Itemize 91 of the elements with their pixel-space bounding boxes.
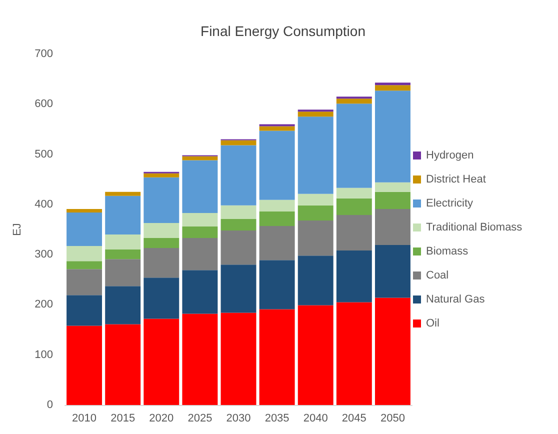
bar xyxy=(298,256,334,306)
legend-label: District Heat xyxy=(426,174,486,186)
bar xyxy=(259,200,295,212)
bar xyxy=(220,218,256,231)
bar xyxy=(298,305,334,405)
bar xyxy=(374,245,410,298)
bar xyxy=(105,259,141,286)
bar xyxy=(298,220,334,256)
bar xyxy=(182,212,218,226)
y-tick-label: 700 xyxy=(34,48,53,60)
legend-label: Coal xyxy=(426,270,449,282)
x-tick-label: 2025 xyxy=(188,412,212,424)
x-tick-label: 2045 xyxy=(342,412,366,424)
x-tick-label: 2040 xyxy=(303,412,328,424)
legend-label: Natural Gas xyxy=(426,294,486,306)
bar xyxy=(298,112,334,117)
y-tick-label: 100 xyxy=(34,348,53,361)
bar xyxy=(259,309,295,405)
bar xyxy=(220,264,256,313)
bar xyxy=(66,246,102,262)
bar xyxy=(374,182,410,192)
bar xyxy=(374,90,410,182)
bar xyxy=(259,211,295,226)
y-tick-label: 600 xyxy=(34,98,53,110)
bar xyxy=(336,198,372,215)
bar xyxy=(182,160,218,213)
bar xyxy=(336,104,372,188)
y-tick-label: 500 xyxy=(34,148,53,160)
y-tick-label: 0 xyxy=(46,399,53,411)
x-tick-label: 2020 xyxy=(149,412,174,424)
bar xyxy=(182,270,218,314)
bar xyxy=(259,226,295,260)
x-tick-label: 2010 xyxy=(72,412,97,424)
bar xyxy=(66,295,102,326)
x-tick-label: 2050 xyxy=(380,412,405,424)
bar xyxy=(298,194,334,206)
bar xyxy=(259,130,295,200)
bar xyxy=(66,212,102,246)
y-tick-label: 400 xyxy=(34,198,53,210)
bar xyxy=(374,82,410,86)
bar xyxy=(220,230,256,265)
legend-label: Oil xyxy=(426,318,440,330)
bar xyxy=(144,177,180,223)
x-tick-label: 2035 xyxy=(264,412,290,424)
bar xyxy=(182,238,218,270)
bar xyxy=(66,326,102,405)
bar xyxy=(144,238,180,248)
bar xyxy=(220,145,256,206)
bar xyxy=(66,269,102,296)
bar xyxy=(182,314,218,405)
bar xyxy=(298,116,334,194)
bar xyxy=(105,324,141,405)
bar xyxy=(220,205,256,219)
x-tick-label: 2030 xyxy=(226,412,251,424)
chart-title: Final Energy Consumption xyxy=(200,23,366,39)
bar xyxy=(220,312,256,405)
legend-label: Biomass xyxy=(426,246,469,258)
bar xyxy=(336,250,372,302)
y-tick-label: 200 xyxy=(34,298,53,311)
bar xyxy=(374,298,410,405)
bar xyxy=(144,318,180,405)
bar xyxy=(298,205,334,220)
y-axis-title: EJ xyxy=(12,223,24,236)
bar xyxy=(144,222,180,238)
bar xyxy=(336,98,372,104)
bar xyxy=(144,278,180,319)
bar xyxy=(374,208,410,246)
bar xyxy=(259,260,295,310)
bar xyxy=(182,226,218,238)
bar xyxy=(374,192,410,209)
legend-label: Traditional Biomass xyxy=(426,222,523,234)
bar xyxy=(105,286,141,324)
bar xyxy=(259,126,295,131)
bar xyxy=(66,208,102,212)
bar xyxy=(336,214,372,251)
bar xyxy=(336,188,372,198)
bar xyxy=(105,192,141,196)
legend-label: Hydrogen xyxy=(426,150,474,162)
bar xyxy=(220,140,256,146)
bar xyxy=(374,85,410,91)
y-tick-label: 300 xyxy=(34,248,53,261)
bar xyxy=(144,248,180,278)
legend-label: Electricity xyxy=(426,198,474,210)
bar xyxy=(336,302,372,405)
bar xyxy=(105,250,141,260)
bar xyxy=(105,234,141,250)
bar xyxy=(182,156,218,160)
bar xyxy=(105,196,141,235)
bar xyxy=(66,261,102,270)
bar xyxy=(144,173,180,178)
x-tick-label: 2015 xyxy=(110,412,136,424)
